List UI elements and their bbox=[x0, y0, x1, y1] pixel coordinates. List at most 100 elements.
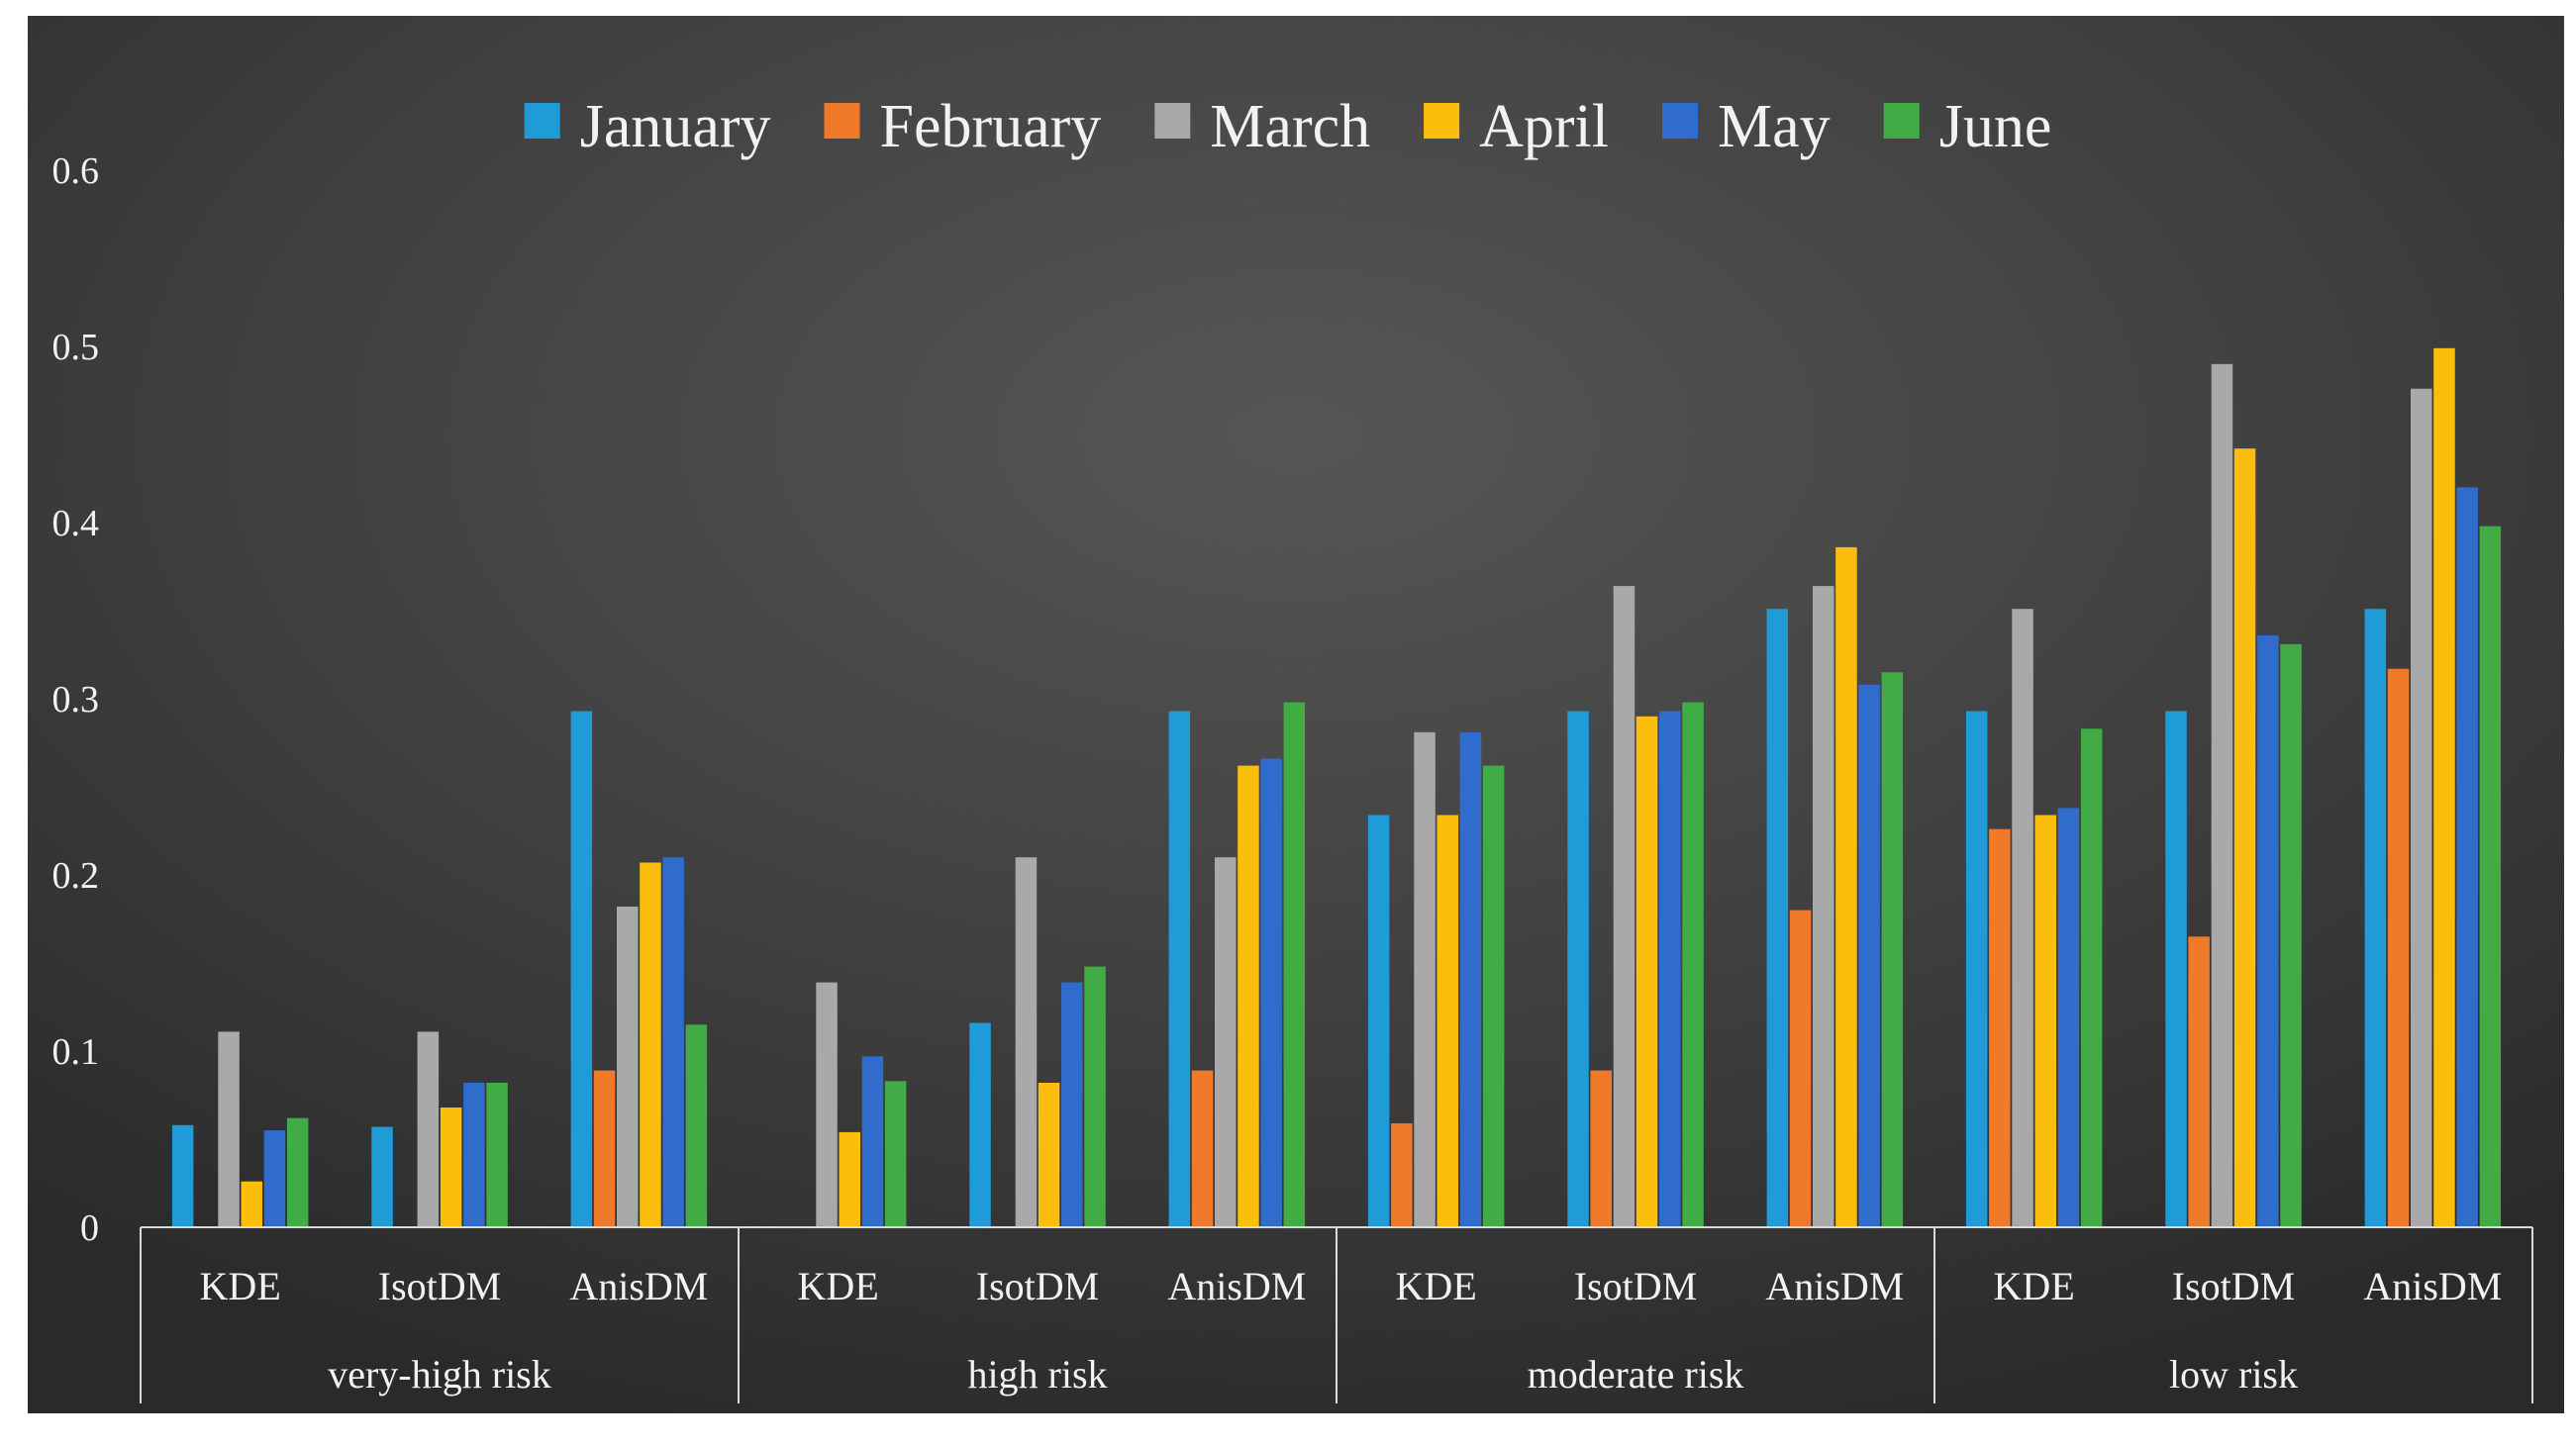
bar-april bbox=[2433, 347, 2455, 1227]
bar-june bbox=[1482, 765, 1505, 1227]
legend-label: January bbox=[580, 93, 771, 160]
x-tick-label: IsotDM bbox=[2172, 1264, 2295, 1308]
legend: January February March April May June bbox=[524, 93, 2052, 160]
bar-april bbox=[1835, 546, 1857, 1227]
legend-swatch-february bbox=[824, 103, 860, 139]
bar-june bbox=[486, 1083, 508, 1227]
bar-may bbox=[1659, 711, 1681, 1227]
bar-february bbox=[2387, 668, 2410, 1227]
bar-april bbox=[1038, 1083, 1060, 1227]
bar-april bbox=[1635, 716, 1658, 1227]
bar-may bbox=[1459, 731, 1482, 1227]
legend-label: April bbox=[1479, 93, 1609, 160]
bar-june bbox=[1881, 672, 1904, 1227]
bar-march bbox=[2211, 363, 2233, 1227]
bar-january bbox=[1168, 711, 1191, 1227]
bar-january bbox=[1965, 711, 1988, 1227]
bar-january bbox=[2364, 609, 2387, 1227]
bar-january bbox=[1766, 609, 1789, 1227]
bar-may bbox=[463, 1083, 485, 1227]
bar-april bbox=[241, 1181, 262, 1227]
x-tick-label: AnisDM bbox=[1765, 1264, 1904, 1308]
bar-february bbox=[1391, 1123, 1413, 1227]
bar-february bbox=[1789, 910, 1812, 1227]
bar-march bbox=[1015, 857, 1038, 1227]
bar-april bbox=[640, 862, 661, 1227]
y-tick-label: 0.1 bbox=[52, 1031, 100, 1073]
y-tick-label: 0.6 bbox=[52, 150, 100, 192]
y-tick-label: 0.5 bbox=[52, 327, 100, 368]
bar-march bbox=[1813, 586, 1834, 1227]
bar-may bbox=[2257, 634, 2279, 1227]
bar-may bbox=[662, 857, 684, 1227]
legend-swatch-june bbox=[1883, 103, 1920, 139]
legend-label: June bbox=[1939, 93, 2052, 160]
bar-may bbox=[1858, 684, 1880, 1227]
legend-swatch-january bbox=[524, 103, 560, 139]
group-label: low risk bbox=[2169, 1352, 2298, 1397]
bar-march bbox=[417, 1031, 440, 1227]
bar-may bbox=[263, 1130, 286, 1227]
bar-march bbox=[1414, 731, 1436, 1227]
bar-february bbox=[2188, 936, 2210, 1227]
bar-february bbox=[593, 1070, 616, 1227]
bar-march bbox=[1215, 857, 1237, 1227]
group-label: moderate risk bbox=[1528, 1352, 1744, 1397]
bar-january bbox=[171, 1124, 194, 1227]
bar-february bbox=[1590, 1070, 1612, 1227]
bar-may bbox=[861, 1056, 884, 1227]
x-tick-label: IsotDM bbox=[976, 1264, 1099, 1308]
x-tick-label: KDE bbox=[798, 1264, 879, 1308]
bar-january bbox=[570, 711, 593, 1227]
bars bbox=[171, 347, 2502, 1227]
bar-may bbox=[1260, 758, 1282, 1227]
bar-may bbox=[2057, 808, 2080, 1227]
legend-label: May bbox=[1718, 93, 1831, 160]
bar-march bbox=[816, 982, 838, 1227]
y-tick-label: 0.4 bbox=[52, 503, 100, 544]
bar-april bbox=[839, 1131, 860, 1227]
bar-june bbox=[685, 1024, 708, 1227]
x-tick-label: KDE bbox=[200, 1264, 281, 1308]
bar-april bbox=[1238, 765, 1259, 1227]
bar-april bbox=[440, 1108, 462, 1227]
x-tick-label: AnisDM bbox=[569, 1264, 708, 1308]
x-tick-label: KDE bbox=[1396, 1264, 1477, 1308]
group-label: very-high risk bbox=[328, 1352, 551, 1397]
bar-march bbox=[218, 1031, 240, 1227]
bar-march bbox=[617, 907, 639, 1227]
bar-june bbox=[2479, 526, 2502, 1227]
bar-april bbox=[1437, 815, 1458, 1227]
bar-january bbox=[2165, 711, 2187, 1227]
y-tick-label: 0.2 bbox=[52, 855, 100, 897]
bar-may bbox=[1061, 982, 1083, 1227]
bar-february bbox=[1191, 1070, 1214, 1227]
bar-june bbox=[1682, 702, 1704, 1227]
bar-march bbox=[2411, 388, 2432, 1227]
bar-march bbox=[2012, 609, 2033, 1227]
bar-june bbox=[2080, 728, 2103, 1227]
x-axis: KDE IsotDM AnisDM KDE IsotDM AnisDM KDE IsotDM A… bbox=[140, 1226, 2533, 1403]
bar-january bbox=[1567, 711, 1589, 1227]
legend-swatch-march bbox=[1154, 103, 1191, 139]
y-axis: 0 0.1 0.2 0.3 0.4 0.5 0.6 bbox=[52, 150, 100, 1249]
group-label: high risk bbox=[967, 1352, 1107, 1397]
legend-swatch-may bbox=[1662, 103, 1698, 139]
bar-june bbox=[1084, 966, 1106, 1227]
x-tick-label: AnisDM bbox=[2363, 1264, 2502, 1308]
bar-january bbox=[371, 1126, 393, 1227]
x-tick-label: IsotDM bbox=[1574, 1264, 1697, 1308]
legend-label: February bbox=[880, 93, 1102, 160]
bar-may bbox=[2456, 487, 2478, 1227]
bar-june bbox=[286, 1117, 309, 1227]
bar-june bbox=[884, 1081, 907, 1227]
bar-march bbox=[1613, 586, 1635, 1227]
y-tick-label: 0.3 bbox=[52, 679, 100, 721]
legend-label: March bbox=[1210, 93, 1370, 160]
x-tick-label: AnisDM bbox=[1167, 1264, 1306, 1308]
x-tick-label: IsotDM bbox=[378, 1264, 501, 1308]
bar-april bbox=[2233, 448, 2256, 1227]
legend-swatch-april bbox=[1424, 103, 1460, 139]
